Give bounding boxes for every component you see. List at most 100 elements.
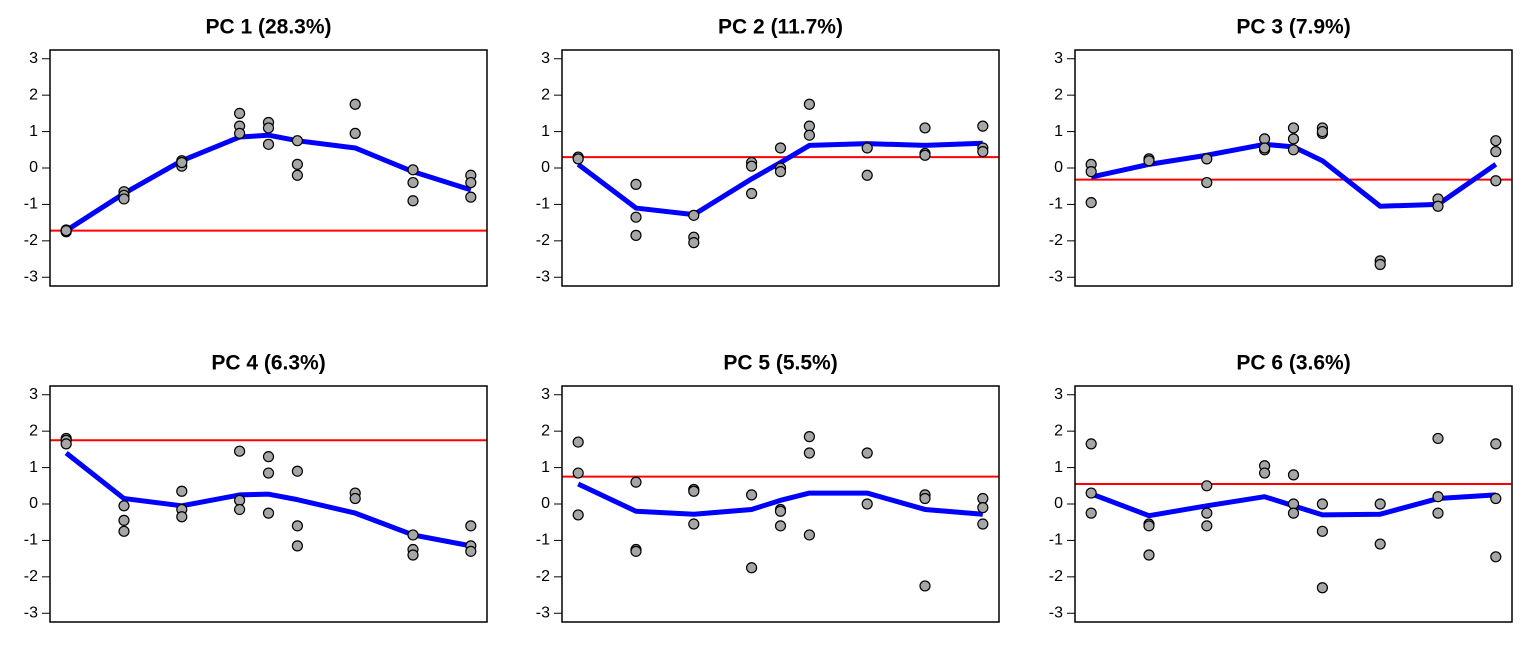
data-point (407, 195, 419, 207)
data-point (1490, 175, 1502, 187)
data-point (688, 209, 700, 221)
data-point (919, 580, 931, 592)
data-point (803, 529, 816, 541)
data-point (1316, 125, 1329, 138)
data-point (1143, 520, 1155, 532)
data-point (1085, 166, 1097, 178)
data-point (233, 107, 246, 119)
y-tick-label: 3 (1054, 50, 1063, 67)
data-point (745, 160, 758, 172)
data-point (919, 122, 931, 134)
data-point (1085, 487, 1097, 499)
y-tick-label: 1 (29, 123, 38, 140)
data-point (1374, 498, 1386, 510)
y-tick-label: -1 (1049, 532, 1063, 549)
data-point (291, 540, 304, 552)
plot-frame (49, 385, 488, 623)
data-point (1258, 142, 1271, 154)
plot-frame (561, 49, 1000, 287)
data-point (291, 465, 304, 477)
data-point (60, 225, 72, 237)
data-point (407, 164, 419, 176)
data-point (465, 520, 477, 532)
data-point (977, 146, 989, 158)
y-tick-label: 1 (1054, 123, 1063, 140)
data-point (118, 514, 130, 526)
y-tick-label: 2 (29, 86, 38, 103)
y-tick-label: -2 (536, 232, 550, 249)
panel-title: PC 1 (28.3%) (205, 16, 331, 39)
data-point (176, 156, 188, 169)
data-point (1432, 200, 1444, 212)
data-point (349, 98, 361, 110)
data-point (774, 520, 787, 532)
data-point (688, 485, 700, 497)
data-point (572, 509, 584, 521)
data-point (1490, 492, 1502, 505)
data-point (291, 169, 304, 181)
y-tick-label: 3 (541, 50, 550, 67)
data-point (1201, 153, 1213, 165)
data-point (262, 467, 275, 479)
data-point (176, 485, 188, 497)
data-point (803, 98, 816, 110)
data-point (861, 498, 873, 510)
data-point (1374, 258, 1386, 271)
data-point (1201, 176, 1213, 189)
y-tick-label: 0 (541, 159, 550, 176)
data-point (919, 492, 931, 505)
data-point (1143, 549, 1155, 561)
data-point (803, 120, 816, 132)
data-point (1287, 498, 1300, 510)
y-tick-label: -3 (1049, 268, 1063, 285)
data-point (1287, 133, 1300, 145)
data-point (465, 191, 477, 203)
y-tick-label: 1 (29, 459, 38, 476)
data-point (233, 127, 246, 140)
data-point (407, 549, 419, 561)
y-tick-label: 0 (1054, 159, 1063, 176)
data-point (630, 178, 642, 190)
data-point (1432, 507, 1444, 519)
y-tick-label: -2 (24, 568, 38, 585)
y-tick-label: 3 (1054, 386, 1063, 403)
data-point (291, 135, 304, 147)
y-tick-label: 3 (29, 50, 38, 67)
mean-line (64, 132, 472, 233)
data-point (1316, 498, 1329, 510)
data-point (919, 149, 931, 161)
data-point (1432, 432, 1444, 445)
y-tick-label: -3 (24, 268, 38, 285)
data-point (861, 169, 873, 181)
data-point (60, 438, 72, 450)
y-tick-label: -2 (1049, 232, 1063, 249)
data-point (1201, 480, 1213, 492)
data-point (861, 142, 873, 154)
data-point (1258, 133, 1271, 145)
data-point (977, 492, 989, 505)
panel-title: PC 3 (7.9%) (1236, 16, 1350, 39)
y-tick-label: -1 (24, 532, 38, 549)
data-point (745, 187, 758, 200)
y-tick-label: -3 (536, 268, 550, 285)
data-point (1490, 135, 1502, 147)
plot-frame (561, 385, 1000, 623)
panel-title: PC 2 (11.7%) (718, 16, 843, 39)
y-tick-label: 0 (541, 495, 550, 512)
data-point (1143, 155, 1155, 167)
data-point (803, 447, 816, 459)
data-point (1316, 525, 1329, 537)
data-point (262, 507, 275, 519)
y-tick-label: 3 (541, 386, 550, 403)
y-tick-label: 1 (541, 123, 550, 140)
y-tick-label: -1 (536, 196, 550, 213)
data-point (1287, 507, 1300, 519)
data-point (262, 451, 275, 463)
mean-line (64, 451, 472, 549)
data-point (572, 467, 584, 479)
data-point (977, 502, 989, 514)
data-point (1201, 520, 1213, 532)
y-tick-label: -3 (1049, 604, 1063, 621)
data-point (1316, 582, 1329, 594)
data-point (118, 193, 130, 205)
